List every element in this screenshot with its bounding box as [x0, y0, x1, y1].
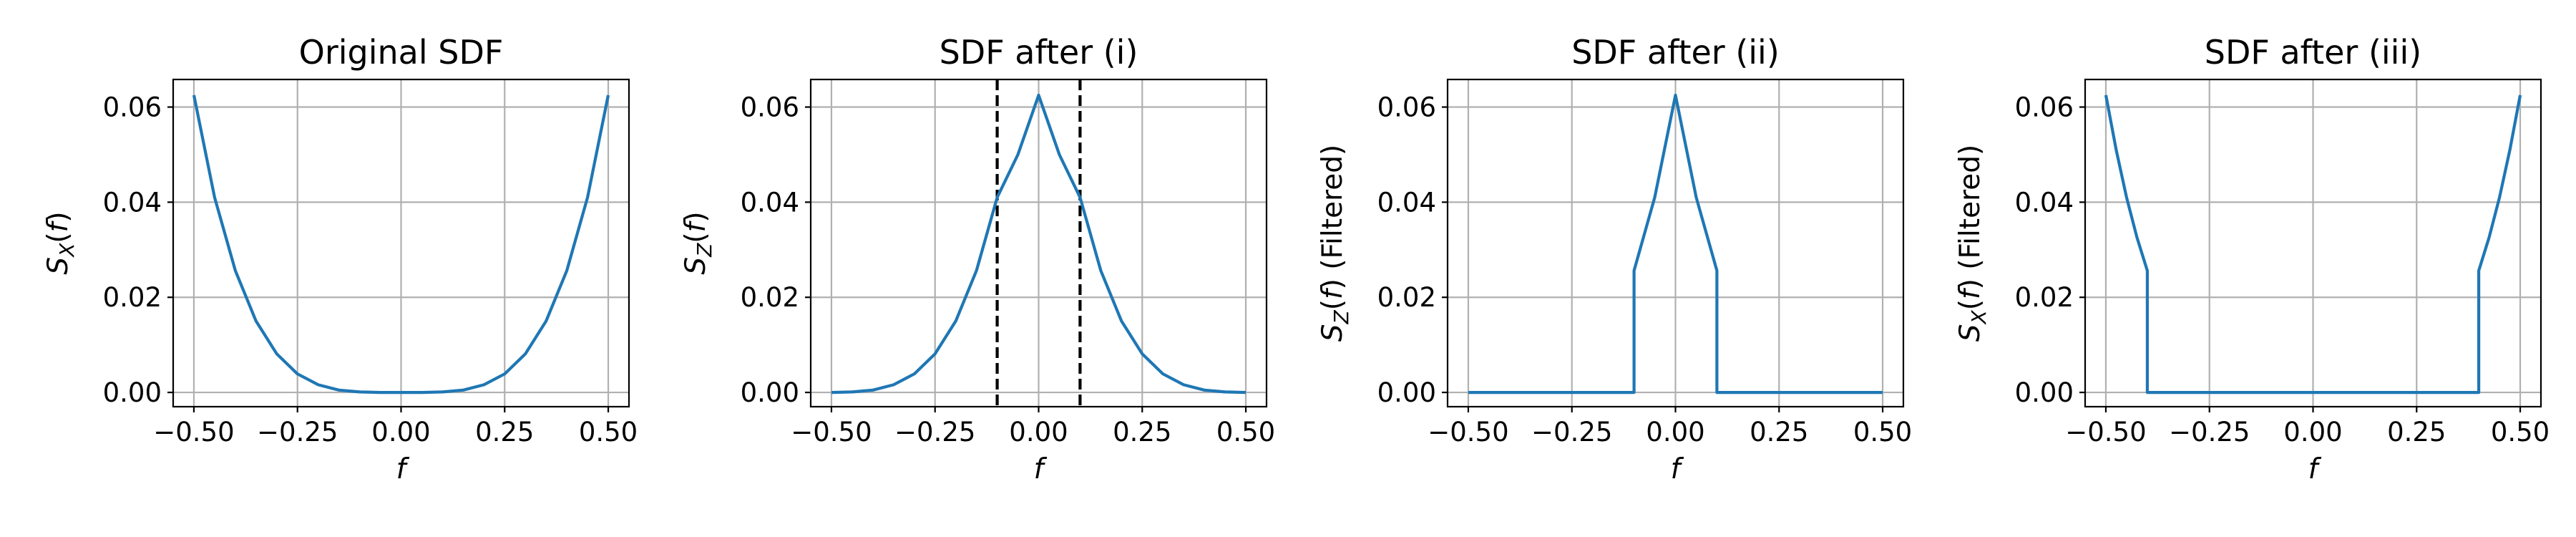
x-tick-label: 0.50	[579, 417, 638, 448]
series-line	[192, 95, 610, 395]
x-axis-label: f	[396, 453, 410, 485]
x-tick-label: 0.00	[1646, 417, 1704, 448]
y-tick-label: 0.00	[103, 377, 162, 408]
y-tick-label: 0.02	[2015, 282, 2074, 313]
x-tick-label: −0.25	[1531, 417, 1612, 448]
x-tick-label: −0.50	[153, 417, 234, 448]
y-tick-label: 0.02	[741, 282, 799, 313]
x-tick-label: 0.25	[1750, 417, 1808, 448]
x-tick-label: 0.00	[1009, 417, 1068, 448]
y-tick-label: 0.06	[103, 92, 162, 123]
chart-title: SDF after (i)	[940, 33, 1138, 72]
x-tick-label: 0.25	[475, 417, 534, 448]
series-line	[1468, 93, 1883, 395]
x-tick-label: −0.50	[2065, 417, 2146, 448]
y-tick-label: 0.04	[1377, 187, 1436, 218]
y-tick-label: 0.04	[103, 187, 162, 218]
x-tick-label: −0.50	[1428, 417, 1508, 448]
y-tick-label: 0.00	[2015, 377, 2074, 408]
y-tick-label: 0.02	[1377, 282, 1436, 313]
x-tick-label: 0.25	[2387, 417, 2446, 448]
x-tick-label: 0.25	[1113, 417, 1171, 448]
x-tick-label: 0.50	[1216, 417, 1275, 448]
x-tick-label: 0.50	[1853, 417, 1912, 448]
chart-panel-4: −0.50 −0.25 0.00 0.25 0.50 0.00 0.02 0.04 0.06 SD…	[1954, 33, 2550, 485]
y-tick-label: 0.06	[1377, 92, 1436, 123]
series-line	[831, 93, 1246, 395]
x-tick-label: 0.50	[2491, 417, 2550, 448]
y-tick-label: 0.04	[2015, 187, 2074, 218]
x-axis-label: f	[1034, 453, 1048, 485]
y-tick-label: 0.02	[103, 282, 162, 313]
x-tick-label: −0.50	[791, 417, 872, 448]
x-axis-label: f	[2308, 453, 2322, 485]
y-tick-label: 0.04	[741, 187, 799, 218]
chart-title: SDF after (ii)	[1571, 33, 1780, 72]
x-tick-label: 0.00	[371, 417, 430, 448]
x-axis-label: f	[1671, 453, 1684, 485]
x-tick-label: −0.25	[2169, 417, 2250, 448]
y-axis-label: SZ(f) (Filtered)	[1317, 145, 1353, 342]
y-tick-label: 0.06	[2015, 92, 2074, 123]
chart-panel-1: −0.50 −0.25 0.00 0.25 0.50 0.00 0.02 0.04 0.06 Or…	[42, 33, 638, 485]
chart-panel-2: −0.50 −0.25 0.00 0.25 0.50 0.00 0.02 0.04 0.06 SD…	[680, 33, 1275, 485]
chart-title: Original SDF	[299, 33, 504, 72]
series-line	[2104, 95, 2522, 395]
chart-title: SDF after (iii)	[2205, 33, 2421, 72]
x-tick-label: −0.25	[894, 417, 975, 448]
y-tick-label: 0.00	[741, 377, 799, 408]
y-axis-label: SX(f) (Filtered)	[1954, 145, 1991, 342]
chart-panel-3: −0.50 −0.25 0.00 0.25 0.50 0.00 0.02 0.04 0.06 SD…	[1317, 33, 1912, 485]
y-axis-label: SZ(f)	[680, 211, 716, 274]
y-tick-label: 0.06	[741, 92, 799, 123]
x-tick-label: −0.25	[257, 417, 338, 448]
y-axis-label: SX(f)	[42, 211, 79, 274]
x-tick-label: 0.00	[2283, 417, 2342, 448]
y-tick-label: 0.00	[1377, 377, 1436, 408]
